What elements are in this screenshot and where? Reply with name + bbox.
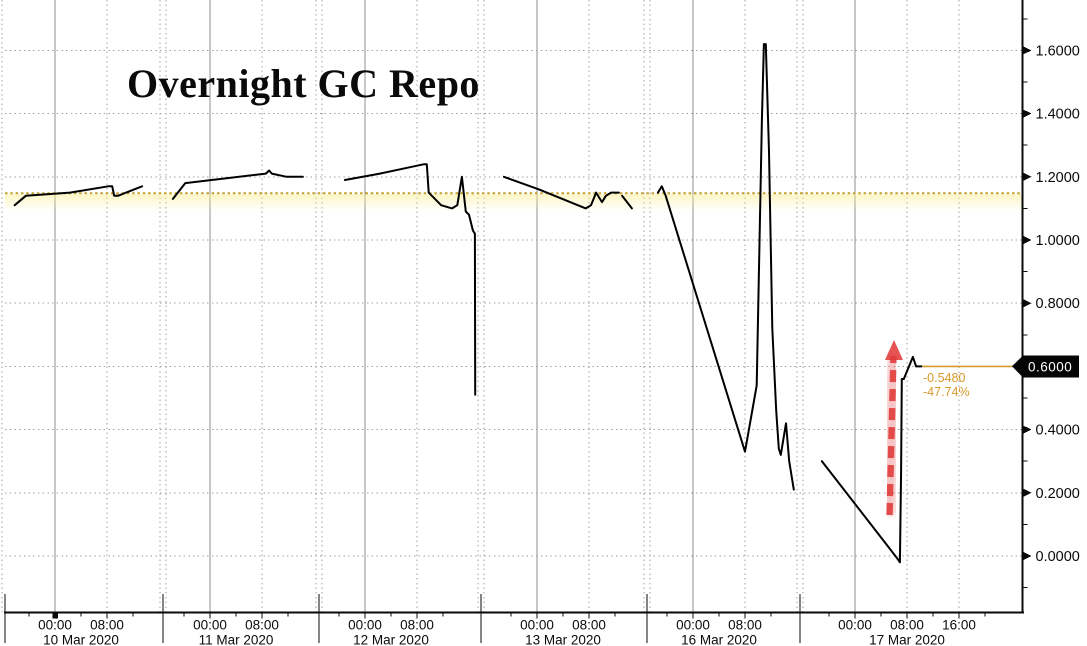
last-price-tag-value: 0.6000	[1028, 360, 1072, 375]
pct-change-label: -47.74%	[923, 385, 970, 399]
x-axis-time-label: 08:00	[572, 618, 606, 633]
price-line-segment	[13, 185, 144, 207]
y-axis-arrow-tick	[1023, 109, 1032, 118]
x-axis-date-label: 11 Mar 2020	[199, 633, 274, 646]
y-axis-tick-label: 0.8000	[1036, 296, 1080, 312]
price-line-segment	[502, 175, 620, 210]
y-axis-arrow-tick	[1023, 488, 1032, 497]
x-axis-time-label: 00:00	[676, 618, 710, 633]
price-line-segment	[343, 163, 477, 396]
surge-arrow-shaft	[886, 355, 897, 516]
chart-title: Overnight GC Repo	[127, 61, 480, 106]
reference-band	[5, 194, 1022, 212]
last-price-tag-shape	[1012, 355, 1079, 378]
last-price-tag: 0.6000	[1012, 355, 1079, 378]
x-axis-time-label: 08:00	[890, 618, 924, 633]
series-layer	[13, 43, 923, 564]
reference-layer	[5, 192, 1022, 368]
net-change-label: -0.5480	[923, 371, 965, 385]
x-axis-time-label: 00:00	[520, 618, 554, 633]
y-axis-tick-label: 0.4000	[1036, 423, 1080, 439]
x-axis-date-label: 10 Mar 2020	[43, 633, 119, 646]
surge-arrow-icon	[883, 340, 903, 516]
x-axis-date-label: 12 Mar 2020	[353, 633, 429, 646]
x-axis-time-label: 08:00	[90, 618, 124, 633]
x-axis-date-label: 13 Mar 2020	[525, 633, 601, 646]
x-axis-date-label: 16 Mar 2020	[681, 633, 757, 646]
price-line-segment	[171, 169, 304, 200]
price-line-segment	[621, 194, 633, 210]
y-axis-arrow-tick	[1023, 299, 1032, 308]
y-axis-tick-label: 1.2000	[1036, 170, 1080, 186]
x-axis-date-label: 17 Mar 2020	[869, 633, 945, 646]
price-line-segment	[820, 355, 923, 564]
y-axis-arrow-tick	[1023, 46, 1032, 55]
y-axis-arrow-tick	[1023, 172, 1032, 181]
surge-arrow-head	[885, 340, 903, 360]
y-axis-tick-label: 1.4000	[1036, 107, 1080, 123]
x-axis-time-label: 08:00	[245, 618, 279, 633]
axis-start-marker	[52, 613, 58, 619]
y-axis-tick-label: 0.0000	[1036, 549, 1080, 565]
x-axis-time-label: 00:00	[348, 618, 382, 633]
grid-layer	[1, 0, 1022, 612]
x-axis-time-label: 00:00	[38, 618, 72, 633]
x-axis-time-label: 08:00	[728, 618, 762, 633]
y-axis-arrow-tick	[1023, 551, 1032, 561]
y-axis-tick-label: 1.6000	[1036, 43, 1080, 59]
y-axis-tick-label: 0.2000	[1036, 486, 1080, 502]
price-line-segment	[656, 43, 795, 491]
y-axis-arrow-tick	[1023, 235, 1032, 245]
x-axis-time-label: 00:00	[838, 618, 872, 633]
x-axis-time-label: 08:00	[400, 618, 434, 633]
y-axis-tick-label: 1.0000	[1036, 233, 1080, 249]
x-axis-time-label: 16:00	[942, 618, 976, 633]
y-axis-arrow-tick	[1023, 425, 1032, 434]
x-axis-time-label: 00:00	[193, 618, 227, 633]
